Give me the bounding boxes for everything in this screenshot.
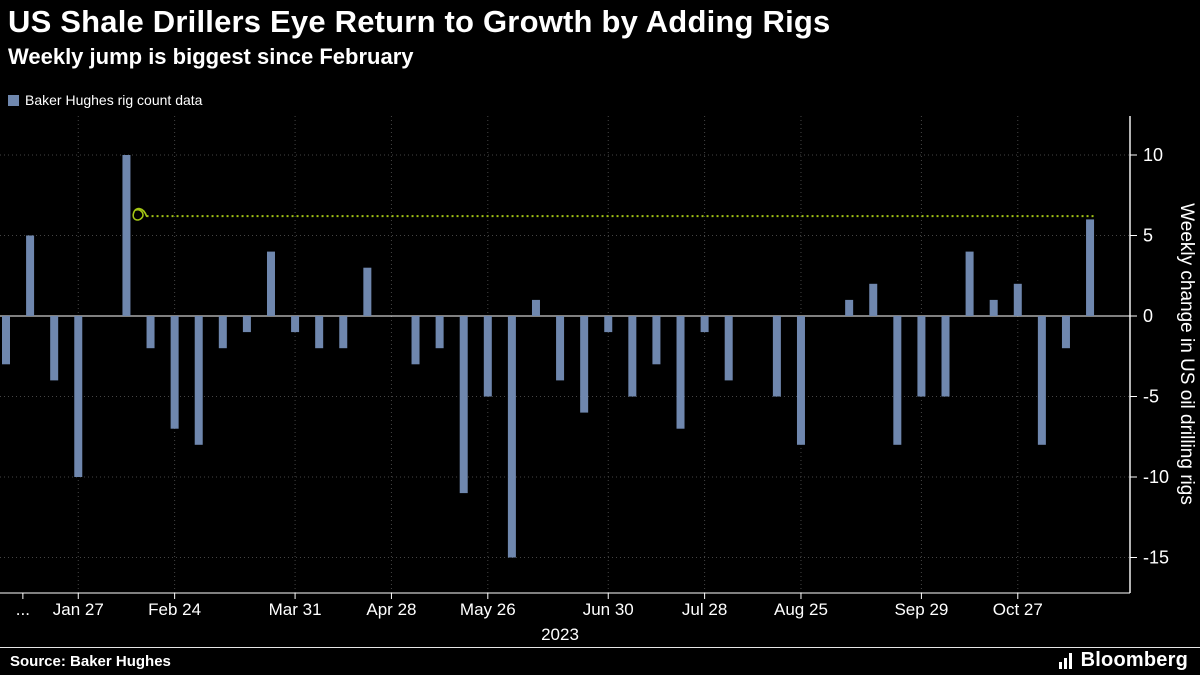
y-tick-label: -10 bbox=[1143, 467, 1169, 487]
bar bbox=[194, 316, 203, 445]
y-tick-label: -5 bbox=[1143, 387, 1159, 407]
bar bbox=[1086, 219, 1095, 316]
x-tick-label: Mar 31 bbox=[269, 600, 322, 619]
bar bbox=[291, 316, 300, 333]
bar bbox=[411, 316, 420, 365]
bar bbox=[845, 299, 854, 316]
bar bbox=[483, 316, 492, 397]
bar bbox=[989, 299, 998, 316]
bar bbox=[917, 316, 926, 397]
bar bbox=[435, 316, 444, 349]
bar bbox=[50, 316, 59, 381]
bar-chart-plot: ... Jan 27 Feb 24 Mar 31 Apr 28 May 26 Jun 30 J… bbox=[0, 116, 1197, 644]
x-tick-label: Jun 30 bbox=[583, 600, 634, 619]
bar bbox=[676, 316, 685, 429]
bar bbox=[580, 316, 589, 413]
bar bbox=[315, 316, 324, 349]
bar bbox=[146, 316, 155, 349]
bar bbox=[724, 316, 733, 381]
bar bbox=[796, 316, 805, 445]
y-tick-label: 0 bbox=[1143, 306, 1153, 326]
bar bbox=[604, 316, 613, 333]
bar bbox=[1013, 283, 1022, 316]
bloomberg-logo: Bloomberg bbox=[1058, 649, 1188, 672]
bar bbox=[266, 251, 275, 316]
x-tick-label: May 26 bbox=[460, 600, 516, 619]
x-tick-label: Feb 24 bbox=[148, 600, 201, 619]
chart-title: US Shale Drillers Eye Return to Growth b… bbox=[8, 4, 831, 39]
legend: Baker Hughes rig count data bbox=[8, 92, 202, 108]
bar bbox=[531, 299, 540, 316]
bar bbox=[507, 316, 516, 558]
reference-line-scribble-icon bbox=[132, 207, 148, 221]
x-tick-label: ... bbox=[16, 600, 30, 619]
bar bbox=[1061, 316, 1070, 349]
bar bbox=[339, 316, 348, 349]
bloomberg-logo-icon bbox=[1058, 652, 1072, 669]
bar bbox=[628, 316, 637, 397]
y-tick-label: 10 bbox=[1143, 145, 1163, 165]
bar bbox=[218, 316, 227, 349]
x-tick-label: Sep 29 bbox=[894, 600, 948, 619]
bar bbox=[652, 316, 661, 365]
legend-swatch-icon bbox=[8, 94, 19, 106]
bar bbox=[941, 316, 950, 397]
bar bbox=[74, 316, 83, 477]
bar bbox=[122, 155, 131, 316]
x-tick-label: Oct 27 bbox=[993, 600, 1043, 619]
bloomberg-wordmark: Bloomberg bbox=[1080, 649, 1188, 671]
legend-label: Baker Hughes rig count data bbox=[25, 92, 203, 108]
bar bbox=[170, 316, 179, 429]
x-tick-label: Aug 25 bbox=[774, 600, 828, 619]
bar bbox=[2, 316, 10, 365]
bar bbox=[459, 316, 468, 494]
bar bbox=[363, 267, 372, 316]
bar bbox=[700, 316, 709, 333]
bar bbox=[556, 316, 565, 381]
y-tick-label: 5 bbox=[1143, 226, 1153, 246]
source-label: Source: Baker Hughes bbox=[10, 653, 171, 670]
x-tick-label: Jul 28 bbox=[682, 600, 727, 619]
bar bbox=[242, 316, 251, 333]
y-tick-label: -15 bbox=[1143, 548, 1169, 568]
bar bbox=[869, 283, 878, 316]
x-tick-label: Jan 27 bbox=[53, 600, 104, 619]
footer-divider bbox=[0, 647, 1200, 648]
bar bbox=[893, 316, 902, 445]
bar bbox=[26, 235, 35, 316]
bar bbox=[965, 251, 974, 316]
y-axis-title: Weekly change in US oil drilling rigs bbox=[1176, 203, 1197, 505]
chart-subtitle: Weekly jump is biggest since February bbox=[8, 44, 414, 69]
x-axis-year-label: 2023 bbox=[541, 625, 579, 644]
x-tick-label: Apr 28 bbox=[366, 600, 416, 619]
bar bbox=[1037, 316, 1046, 445]
bar bbox=[772, 316, 781, 397]
